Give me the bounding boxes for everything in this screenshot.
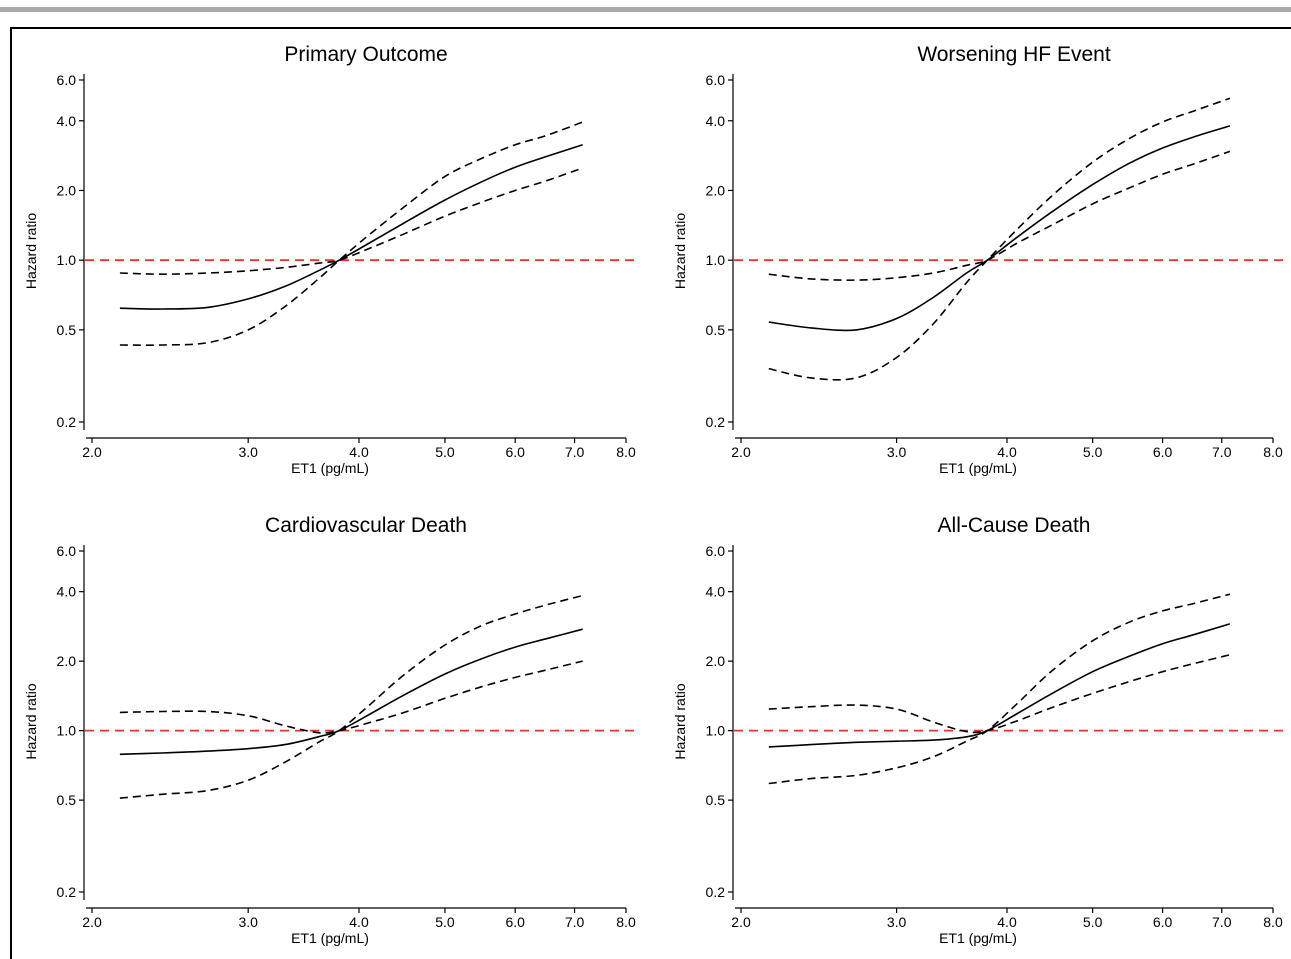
x-axis-label: ET1 (pg/mL) [291, 930, 369, 946]
hazard-ratio-curve [119, 144, 583, 310]
chart-panel-3: Cardiovascular Death 0.2 0.5 1.0 2.0 4.0 6.0 2.… [23, 514, 640, 946]
confidence-bound-curve-1 [119, 167, 583, 276]
confidence-bound-curve-2 [119, 121, 583, 346]
chart-title: All-Cause Death [938, 514, 1091, 537]
x-tick-label: 6.0 [505, 444, 525, 460]
chart-title: Worsening HF Event [917, 43, 1111, 66]
y-tick-label: 0.5 [706, 792, 726, 808]
x-tick-label: 5.0 [1083, 444, 1103, 460]
y-tick-label: 6.0 [57, 72, 77, 88]
y-tick-label: 0.2 [57, 884, 77, 900]
x-tick-label: 7.0 [1212, 914, 1232, 930]
confidence-bound-curve-1 [768, 150, 1231, 281]
x-tick-label: 6.0 [1153, 914, 1173, 930]
confidence-bound-curve-2 [119, 594, 583, 799]
chart-panel-4: All-Cause Death 0.2 0.5 1.0 2.0 4.0 6.0 2.0 3.0 4… [672, 514, 1287, 946]
y-tick-label: 0.2 [57, 414, 77, 430]
x-tick-label: 3.0 [887, 914, 907, 930]
y-tick-label: 0.2 [706, 884, 726, 900]
y-tick-label: 1.0 [706, 723, 726, 739]
confidence-bound-curve-1 [768, 654, 1231, 734]
top-divider-bar [0, 7, 1291, 12]
confidence-bound-curve-2 [768, 97, 1231, 381]
confidence-bound-curve-1 [119, 660, 583, 734]
x-axis-label: ET1 (pg/mL) [939, 460, 1017, 476]
x-tick-label: 3.0 [238, 914, 258, 930]
x-tick-label: 2.0 [731, 444, 751, 460]
hazard-ratio-curve [768, 623, 1231, 748]
confidence-bound-curve-2 [768, 593, 1231, 785]
x-tick-label: 7.0 [1212, 444, 1232, 460]
x-tick-label: 8.0 [616, 444, 636, 460]
hazard-ratio-curve [768, 125, 1231, 332]
x-axis-label: ET1 (pg/mL) [291, 460, 369, 476]
x-tick-label: 2.0 [731, 914, 751, 930]
chart-panel-1: Primary Outcome 0.2 0.5 1.0 2.0 4.0 6.0 2.0 3.0 4… [23, 43, 640, 476]
y-tick-label: 0.5 [706, 322, 726, 338]
y-tick-label: 4.0 [706, 584, 726, 600]
x-tick-label: 3.0 [238, 444, 258, 460]
x-tick-label: 4.0 [997, 914, 1017, 930]
x-tick-label: 4.0 [349, 444, 369, 460]
x-tick-label: 3.0 [887, 444, 907, 460]
y-tick-label: 6.0 [706, 72, 726, 88]
x-tick-label: 8.0 [1263, 444, 1283, 460]
y-axis-label: Hazard ratio [23, 213, 39, 289]
x-tick-label: 2.0 [82, 914, 102, 930]
x-tick-label: 6.0 [1153, 444, 1173, 460]
y-tick-label: 2.0 [57, 182, 77, 198]
y-tick-label: 2.0 [706, 653, 726, 669]
y-axis-label: Hazard ratio [23, 683, 39, 759]
y-axis-label: Hazard ratio [672, 683, 688, 759]
y-tick-label: 4.0 [706, 113, 726, 129]
y-tick-label: 2.0 [706, 182, 726, 198]
y-tick-label: 1.0 [706, 252, 726, 268]
x-tick-label: 6.0 [505, 914, 525, 930]
y-axis-label: Hazard ratio [672, 213, 688, 289]
x-tick-label: 5.0 [1083, 914, 1103, 930]
y-tick-label: 2.0 [57, 653, 77, 669]
x-axis-label: ET1 (pg/mL) [939, 930, 1017, 946]
y-tick-label: 0.5 [57, 322, 77, 338]
x-tick-label: 5.0 [435, 444, 455, 460]
x-tick-label: 7.0 [565, 444, 585, 460]
y-tick-label: 1.0 [57, 723, 77, 739]
hazard-ratio-curve [119, 628, 583, 756]
y-tick-label: 0.2 [706, 414, 726, 430]
chart-title: Primary Outcome [284, 43, 447, 66]
y-tick-label: 4.0 [57, 113, 77, 129]
y-tick-label: 6.0 [706, 543, 726, 559]
y-tick-label: 1.0 [57, 252, 77, 268]
x-tick-label: 2.0 [82, 444, 102, 460]
chart-title: Cardiovascular Death [265, 514, 467, 537]
x-tick-label: 8.0 [616, 914, 636, 930]
x-tick-label: 7.0 [565, 914, 585, 930]
chart-panel-2: Worsening HF Event 0.2 0.5 1.0 2.0 4.0 6.0 2.0 3… [672, 43, 1287, 476]
y-tick-label: 6.0 [57, 543, 77, 559]
y-tick-label: 0.5 [57, 792, 77, 808]
x-tick-label: 4.0 [997, 444, 1017, 460]
x-tick-label: 4.0 [349, 914, 369, 930]
x-tick-label: 8.0 [1263, 914, 1283, 930]
figure-frame [10, 27, 1291, 959]
x-tick-label: 5.0 [435, 914, 455, 930]
y-tick-label: 4.0 [57, 584, 77, 600]
